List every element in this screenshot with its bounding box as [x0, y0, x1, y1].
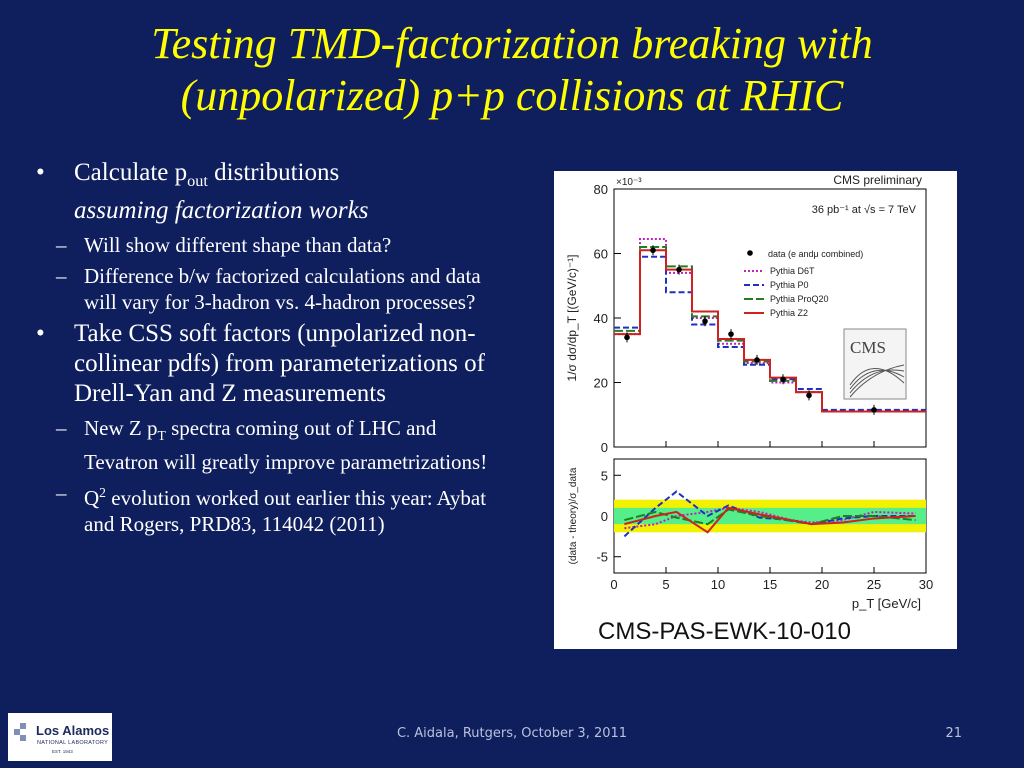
cms-figure: 0 5 10 15 20 25 30 0 20 40 60 80 -5 0 5 data (e andμ co…: [554, 171, 957, 649]
x-tick-label: 30: [919, 577, 933, 592]
cms-preliminary-label: CMS preliminary: [833, 173, 922, 187]
data-point: [871, 407, 877, 413]
x-tick-label: 20: [815, 577, 829, 592]
cms-logo-curve: [849, 364, 905, 398]
page-number: 21: [945, 726, 962, 741]
x-tick-label: 10: [711, 577, 725, 592]
x-tick-label: 15: [763, 577, 777, 592]
logo-est: EST. 1943: [52, 749, 73, 754]
bullet-2-sub-1-post: spectra coming out of LHC and Tevatron w…: [84, 416, 488, 475]
bullet-2-sub-1: – New Z pT spectra coming out of LHC and…: [36, 415, 506, 475]
data-point: [702, 318, 708, 325]
ratio-y-tick-label: 0: [601, 509, 608, 524]
bullet-1-sub-1-text: Will show different shape than data?: [84, 233, 392, 257]
y-tick-label: 20: [594, 376, 608, 391]
dash-marker: –: [56, 233, 67, 257]
bullet-1-post: distributions: [207, 159, 340, 186]
cms-logo-curve: [849, 368, 905, 386]
data-point: [754, 357, 760, 363]
bullet-1-sub-2: – Difference b/w factorized calculations…: [36, 263, 506, 315]
histogram-1: [614, 255, 926, 411]
cms-logo-curve: [849, 369, 905, 390]
x-axis-label: p_T [GeV/c]: [852, 596, 921, 611]
x-tick-label: 25: [867, 577, 881, 592]
x-tick-label: 5: [662, 577, 669, 592]
scale-label: ×10⁻³: [616, 177, 642, 188]
legend-label-0: Pythia D6T: [770, 266, 815, 276]
y-tick-label: 60: [594, 247, 608, 262]
bullet-1-sub-2-text: Difference b/w factorized calculations a…: [84, 264, 481, 314]
los-alamos-logo: Los Alamos NATIONAL LABORATORY EST. 1943: [8, 713, 112, 761]
bullet-2-sub-2-sup: 2: [99, 485, 106, 501]
legend-label-2: Pythia ProQ20: [770, 294, 829, 304]
ratio-y-tick-label: -5: [596, 550, 608, 565]
bullet-1-sub-1: – Will show different shape than data?: [36, 232, 506, 258]
title-line-2: (unpolarized) p+p collisions at RHIC: [180, 71, 844, 120]
bullet-marker: •: [36, 159, 45, 186]
dash-marker: –: [56, 264, 67, 288]
bullet-list: • Calculate pout distributions assuming …: [36, 158, 506, 541]
bullet-1-pre: Calculate p: [74, 159, 188, 186]
y-axis-label: 1/σ dσ/dp_T [(GeV/c)⁻¹]: [565, 255, 579, 382]
bullet-2-sub-2: – Q2 evolution worked out earlier this y…: [36, 480, 506, 537]
x-tick-label: 0: [610, 577, 617, 592]
logo-text: Los Alamos: [36, 723, 110, 738]
y-tick-label: 80: [594, 182, 608, 197]
y-tick-label: 0: [601, 440, 608, 455]
bullet-2-sub-2-pre: Q: [84, 486, 100, 511]
slide-title: Testing TMD-factorization breaking with …: [20, 18, 1004, 122]
bullet-marker: •: [36, 320, 45, 347]
ratio-line-1: [623, 490, 916, 538]
data-point: [806, 392, 812, 399]
title-line-1: Testing TMD-factorization breaking with: [151, 19, 873, 68]
legend-data-label: data (e andμ combined): [768, 249, 863, 259]
main-panel-frame: [613, 188, 927, 448]
data-point: [650, 247, 656, 254]
cms-logo-curve: [849, 369, 905, 394]
data-point: [728, 331, 734, 337]
cms-logo-text: CMS: [850, 338, 886, 357]
logo-subtext: NATIONAL LABORATORY: [37, 740, 109, 746]
bullet-1-sub: out: [187, 172, 208, 190]
bullet-2-sub-1-sub: T: [157, 428, 166, 444]
ratio-y-tick-label: 5: [601, 468, 608, 483]
ratio-y-axis-label: (data - theory)/σ_data: [568, 467, 579, 564]
bullet-1: • Calculate pout distributions assuming …: [36, 158, 506, 226]
data-point: [780, 376, 786, 383]
footer-text: C. Aidala, Rutgers, October 3, 2011: [396, 726, 628, 741]
dash-marker: –: [56, 416, 67, 440]
legend-label-3: Pythia Z2: [770, 308, 808, 318]
bullet-2-sub-2-post: evolution worked out earlier this year: …: [84, 486, 487, 537]
legend-label-1: Pythia P0: [770, 280, 809, 290]
bullet-2: • Take CSS soft factors (unpolarized non…: [36, 319, 506, 409]
atom-icon: [14, 723, 26, 741]
bullet-2-sub-1-pre: New Z p: [84, 416, 158, 440]
data-point: [676, 266, 682, 273]
data-point: [624, 334, 630, 341]
y-tick-label: 40: [594, 311, 608, 326]
bullet-1-italic: assuming factorization works: [74, 197, 369, 224]
legend-data-marker: [747, 250, 753, 256]
chart-caption: CMS-PAS-EWK-10-010: [598, 618, 851, 645]
bullet-2-text: Take CSS soft factors (unpolarized non-c…: [74, 320, 485, 407]
luminosity-label: 36 pb⁻¹ at √s = 7 TeV: [812, 204, 917, 216]
dash-marker: –: [56, 481, 67, 506]
ratio-line-3: [624, 506, 916, 534]
histogram-0: [614, 237, 926, 413]
ratio-line-0: [624, 506, 916, 530]
